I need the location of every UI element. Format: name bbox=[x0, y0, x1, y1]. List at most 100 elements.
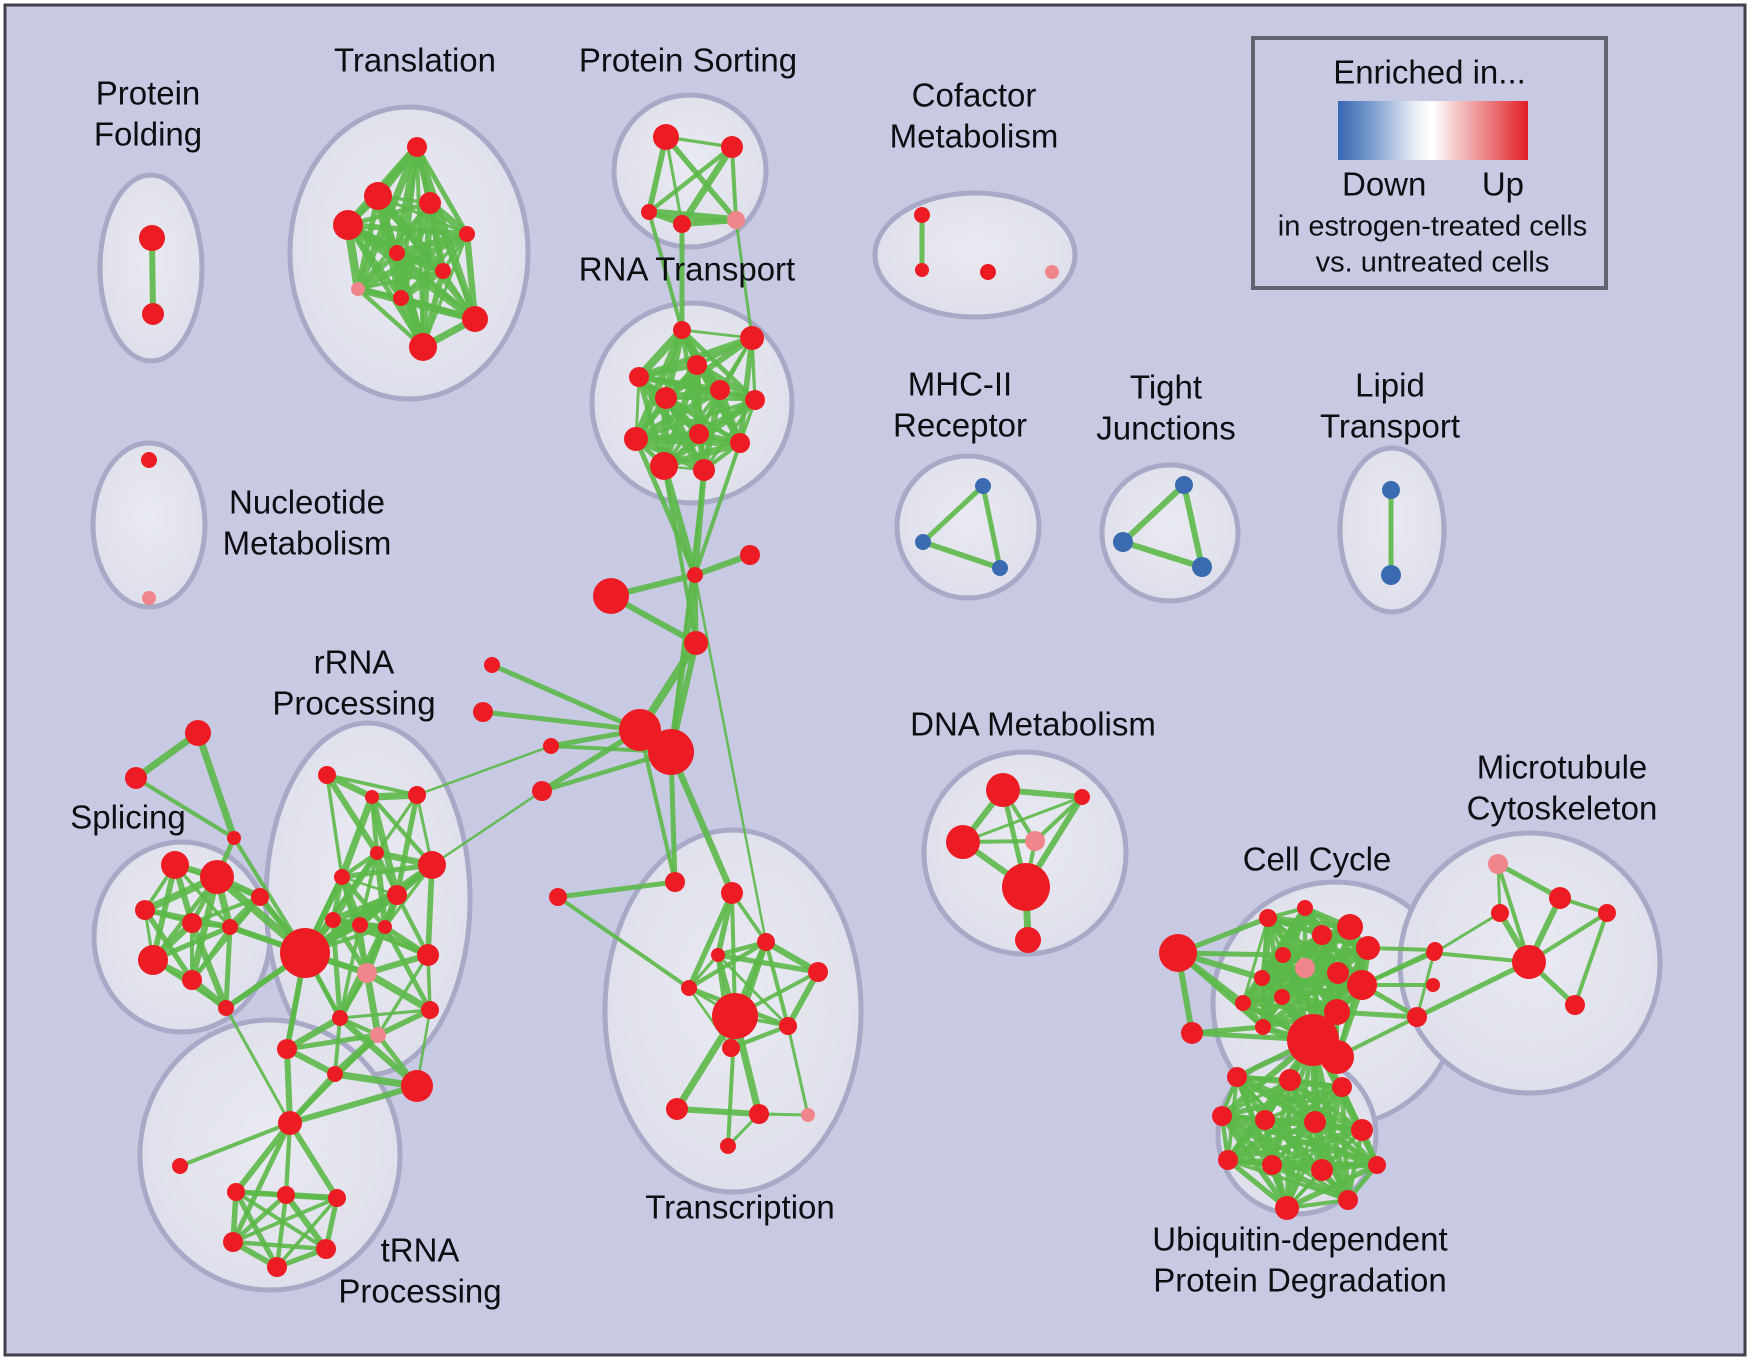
node-t9 bbox=[393, 290, 409, 306]
node-r17 bbox=[327, 1066, 343, 1082]
node-t10 bbox=[462, 306, 488, 332]
node-u3 bbox=[227, 831, 241, 845]
node-rt12 bbox=[693, 459, 715, 481]
node-r10 bbox=[378, 920, 392, 934]
node-tr5 bbox=[808, 962, 828, 982]
node-sp7 bbox=[182, 970, 202, 990]
cluster-label-lipid-transport-line1: Lipid bbox=[1355, 367, 1425, 404]
cluster-label-rrna-processing-line1: rRNA bbox=[314, 644, 395, 681]
node-t8 bbox=[351, 282, 365, 296]
node-ub5 bbox=[1255, 1110, 1275, 1130]
node-rt7 bbox=[745, 390, 765, 410]
cluster-label-ubiquitin-degradation-line2: Protein Degradation bbox=[1153, 1262, 1447, 1299]
node-cf3 bbox=[980, 264, 996, 280]
node-r15 bbox=[370, 1027, 386, 1043]
node-tr12 bbox=[801, 1108, 815, 1122]
node-r18 bbox=[401, 1070, 433, 1102]
node-rt3 bbox=[687, 355, 707, 375]
node-tr8 bbox=[779, 1017, 797, 1035]
node-mt1 bbox=[1488, 854, 1508, 874]
node-cc10 bbox=[1254, 970, 1270, 986]
node-cc7 bbox=[1356, 936, 1380, 960]
node-cc3 bbox=[1259, 909, 1277, 927]
node-tr1 bbox=[665, 872, 685, 892]
legend-title: Enriched in... bbox=[1333, 54, 1526, 91]
cluster-label-nucleotide-metabolism-line2: Metabolism bbox=[223, 525, 392, 562]
cluster-label-cofactor-metabolism-line1: Cofactor bbox=[912, 77, 1037, 114]
cluster-cofactor-metabolism-ellipse bbox=[872, 190, 1078, 320]
node-tn6 bbox=[223, 1232, 243, 1252]
node-cc13 bbox=[1274, 989, 1290, 1005]
node-t3 bbox=[419, 192, 441, 214]
cluster-label-tight-junctions-line1: Tight bbox=[1130, 369, 1202, 406]
cluster-label-translation: Translation bbox=[334, 42, 496, 79]
node-rt5 bbox=[710, 380, 730, 400]
node-u1 bbox=[185, 720, 211, 746]
node-sp9 bbox=[251, 888, 269, 906]
cluster-label-nucleotide-metabolism-line1: Nucleotide bbox=[229, 484, 385, 521]
node-cc2 bbox=[1181, 1022, 1203, 1044]
node-r7 bbox=[387, 885, 407, 905]
node-tn4 bbox=[277, 1186, 295, 1204]
cluster-label-microtubule-cytoskeleton-line2: Cytoskeleton bbox=[1467, 790, 1658, 827]
node-c3 bbox=[593, 578, 629, 614]
node-t2 bbox=[364, 182, 392, 210]
node-tj1 bbox=[1175, 476, 1193, 494]
cluster-label-mhc-ii-receptor-line2: Receptor bbox=[893, 407, 1027, 444]
cluster-label-splicing: Splicing bbox=[70, 799, 186, 836]
cluster-label-ubiquitin-degradation-line1: Ubiquitin-dependent bbox=[1152, 1221, 1447, 1258]
node-ub8 bbox=[1218, 1150, 1238, 1170]
node-cf1 bbox=[914, 207, 930, 223]
node-u2 bbox=[125, 767, 147, 789]
node-m1 bbox=[543, 738, 559, 754]
cluster-label-transcription: Transcription bbox=[645, 1189, 835, 1226]
node-rt2 bbox=[740, 326, 764, 350]
node-tn8 bbox=[267, 1257, 287, 1277]
cluster-label-rrna-processing-line2: Processing bbox=[272, 685, 435, 722]
node-tr11 bbox=[749, 1104, 769, 1124]
node-mt5 bbox=[1426, 945, 1442, 961]
node-rt1 bbox=[673, 321, 691, 339]
node-hb bbox=[280, 928, 330, 978]
node-r4 bbox=[370, 846, 384, 860]
cluster-label-rna-transport: RNA Transport bbox=[579, 251, 795, 288]
node-cc14 bbox=[1235, 995, 1251, 1011]
node-cc5 bbox=[1337, 914, 1363, 940]
node-ps5 bbox=[727, 211, 745, 229]
node-r16 bbox=[277, 1039, 297, 1059]
cluster-labels-layer: Protein Folding Translation Protein Sorting… bbox=[70, 42, 1657, 1310]
node-ps3 bbox=[641, 204, 657, 220]
cluster-label-protein-sorting: Protein Sorting bbox=[579, 42, 797, 79]
cluster-label-trna-processing-line2: Processing bbox=[338, 1273, 501, 1310]
node-mt3 bbox=[1491, 904, 1509, 922]
node-sp6 bbox=[138, 945, 168, 975]
node-r13 bbox=[421, 1001, 439, 1019]
node-ub6 bbox=[1304, 1111, 1326, 1133]
node-r3 bbox=[408, 786, 426, 804]
nodes-layer bbox=[125, 124, 1616, 1277]
node-rt9 bbox=[689, 424, 709, 444]
node-pf1 bbox=[139, 225, 165, 251]
node-cc1 bbox=[1159, 934, 1197, 972]
legend-box bbox=[1251, 36, 1608, 290]
node-r12 bbox=[357, 963, 377, 983]
node-sp1 bbox=[161, 851, 189, 879]
node-ub13 bbox=[1368, 1156, 1386, 1174]
cluster-mhc-ii-receptor-ellipse bbox=[894, 453, 1042, 601]
node-ub10 bbox=[1311, 1159, 1333, 1181]
node-r6 bbox=[418, 851, 446, 879]
node-r11 bbox=[417, 944, 439, 966]
node-cc19 bbox=[1426, 978, 1440, 992]
node-o1 bbox=[549, 888, 567, 906]
node-tj3 bbox=[1192, 557, 1212, 577]
legend-down-label: Down bbox=[1342, 166, 1426, 203]
node-ps1 bbox=[653, 124, 679, 150]
cluster-trna-processing-ellipse bbox=[137, 1017, 403, 1293]
node-t4 bbox=[333, 210, 363, 240]
node-tr6 bbox=[681, 980, 697, 996]
cluster-label-mhc-ii-receptor-line1: MHC-II bbox=[908, 366, 1012, 403]
node-tn7 bbox=[316, 1239, 336, 1259]
node-t5 bbox=[459, 226, 475, 242]
